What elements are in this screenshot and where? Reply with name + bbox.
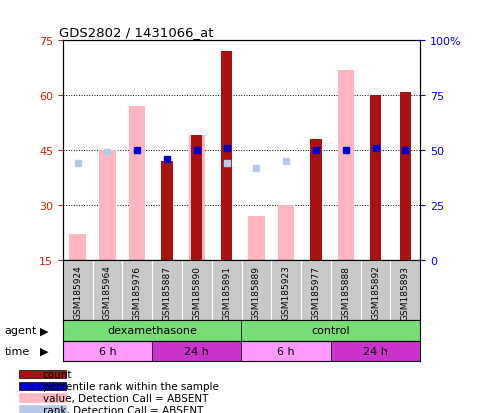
Bar — [152, 341, 242, 361]
Bar — [242, 320, 420, 341]
Bar — [370, 96, 381, 260]
Bar — [242, 341, 331, 361]
Text: agent: agent — [5, 325, 37, 335]
Text: GSM185890: GSM185890 — [192, 265, 201, 320]
Bar — [331, 341, 420, 361]
Text: GSM185889: GSM185889 — [252, 265, 261, 320]
Text: 6 h: 6 h — [99, 346, 116, 356]
Bar — [399, 93, 411, 260]
Bar — [63, 320, 242, 341]
Text: GSM185891: GSM185891 — [222, 265, 231, 320]
Text: GSM185977: GSM185977 — [312, 265, 320, 320]
Text: GSM185893: GSM185893 — [401, 265, 410, 320]
Text: GSM185964: GSM185964 — [103, 265, 112, 320]
Text: ▶: ▶ — [40, 346, 48, 356]
Bar — [221, 52, 232, 260]
Text: GSM185888: GSM185888 — [341, 265, 350, 320]
Text: dexamethasone: dexamethasone — [107, 325, 197, 335]
Bar — [248, 216, 265, 260]
Text: GDS2802 / 1431066_at: GDS2802 / 1431066_at — [59, 26, 213, 39]
Bar — [99, 151, 115, 260]
Bar — [278, 206, 294, 260]
Text: GSM185887: GSM185887 — [163, 265, 171, 320]
Text: 6 h: 6 h — [277, 346, 295, 356]
Text: count: count — [43, 369, 72, 379]
Text: ▶: ▶ — [40, 325, 48, 335]
Bar — [70, 235, 86, 260]
Text: value, Detection Call = ABSENT: value, Detection Call = ABSENT — [43, 393, 208, 403]
Text: GSM185892: GSM185892 — [371, 265, 380, 320]
Text: control: control — [312, 325, 350, 335]
Bar — [63, 341, 152, 361]
Bar — [19, 394, 66, 402]
Bar — [19, 382, 66, 390]
Text: GSM185976: GSM185976 — [133, 265, 142, 320]
Text: GSM185923: GSM185923 — [282, 265, 291, 320]
Text: 24 h: 24 h — [363, 346, 388, 356]
Text: rank, Detection Call = ABSENT: rank, Detection Call = ABSENT — [43, 405, 203, 413]
Bar — [338, 71, 354, 260]
Bar — [189, 136, 205, 260]
Bar — [19, 370, 66, 378]
Bar — [191, 136, 202, 260]
Bar — [310, 140, 322, 260]
Text: time: time — [5, 346, 30, 356]
Text: GSM185924: GSM185924 — [73, 265, 82, 320]
Bar — [161, 161, 173, 260]
Text: 24 h: 24 h — [185, 346, 209, 356]
Bar — [19, 406, 66, 413]
Text: percentile rank within the sample: percentile rank within the sample — [43, 381, 219, 391]
Bar — [129, 107, 145, 260]
